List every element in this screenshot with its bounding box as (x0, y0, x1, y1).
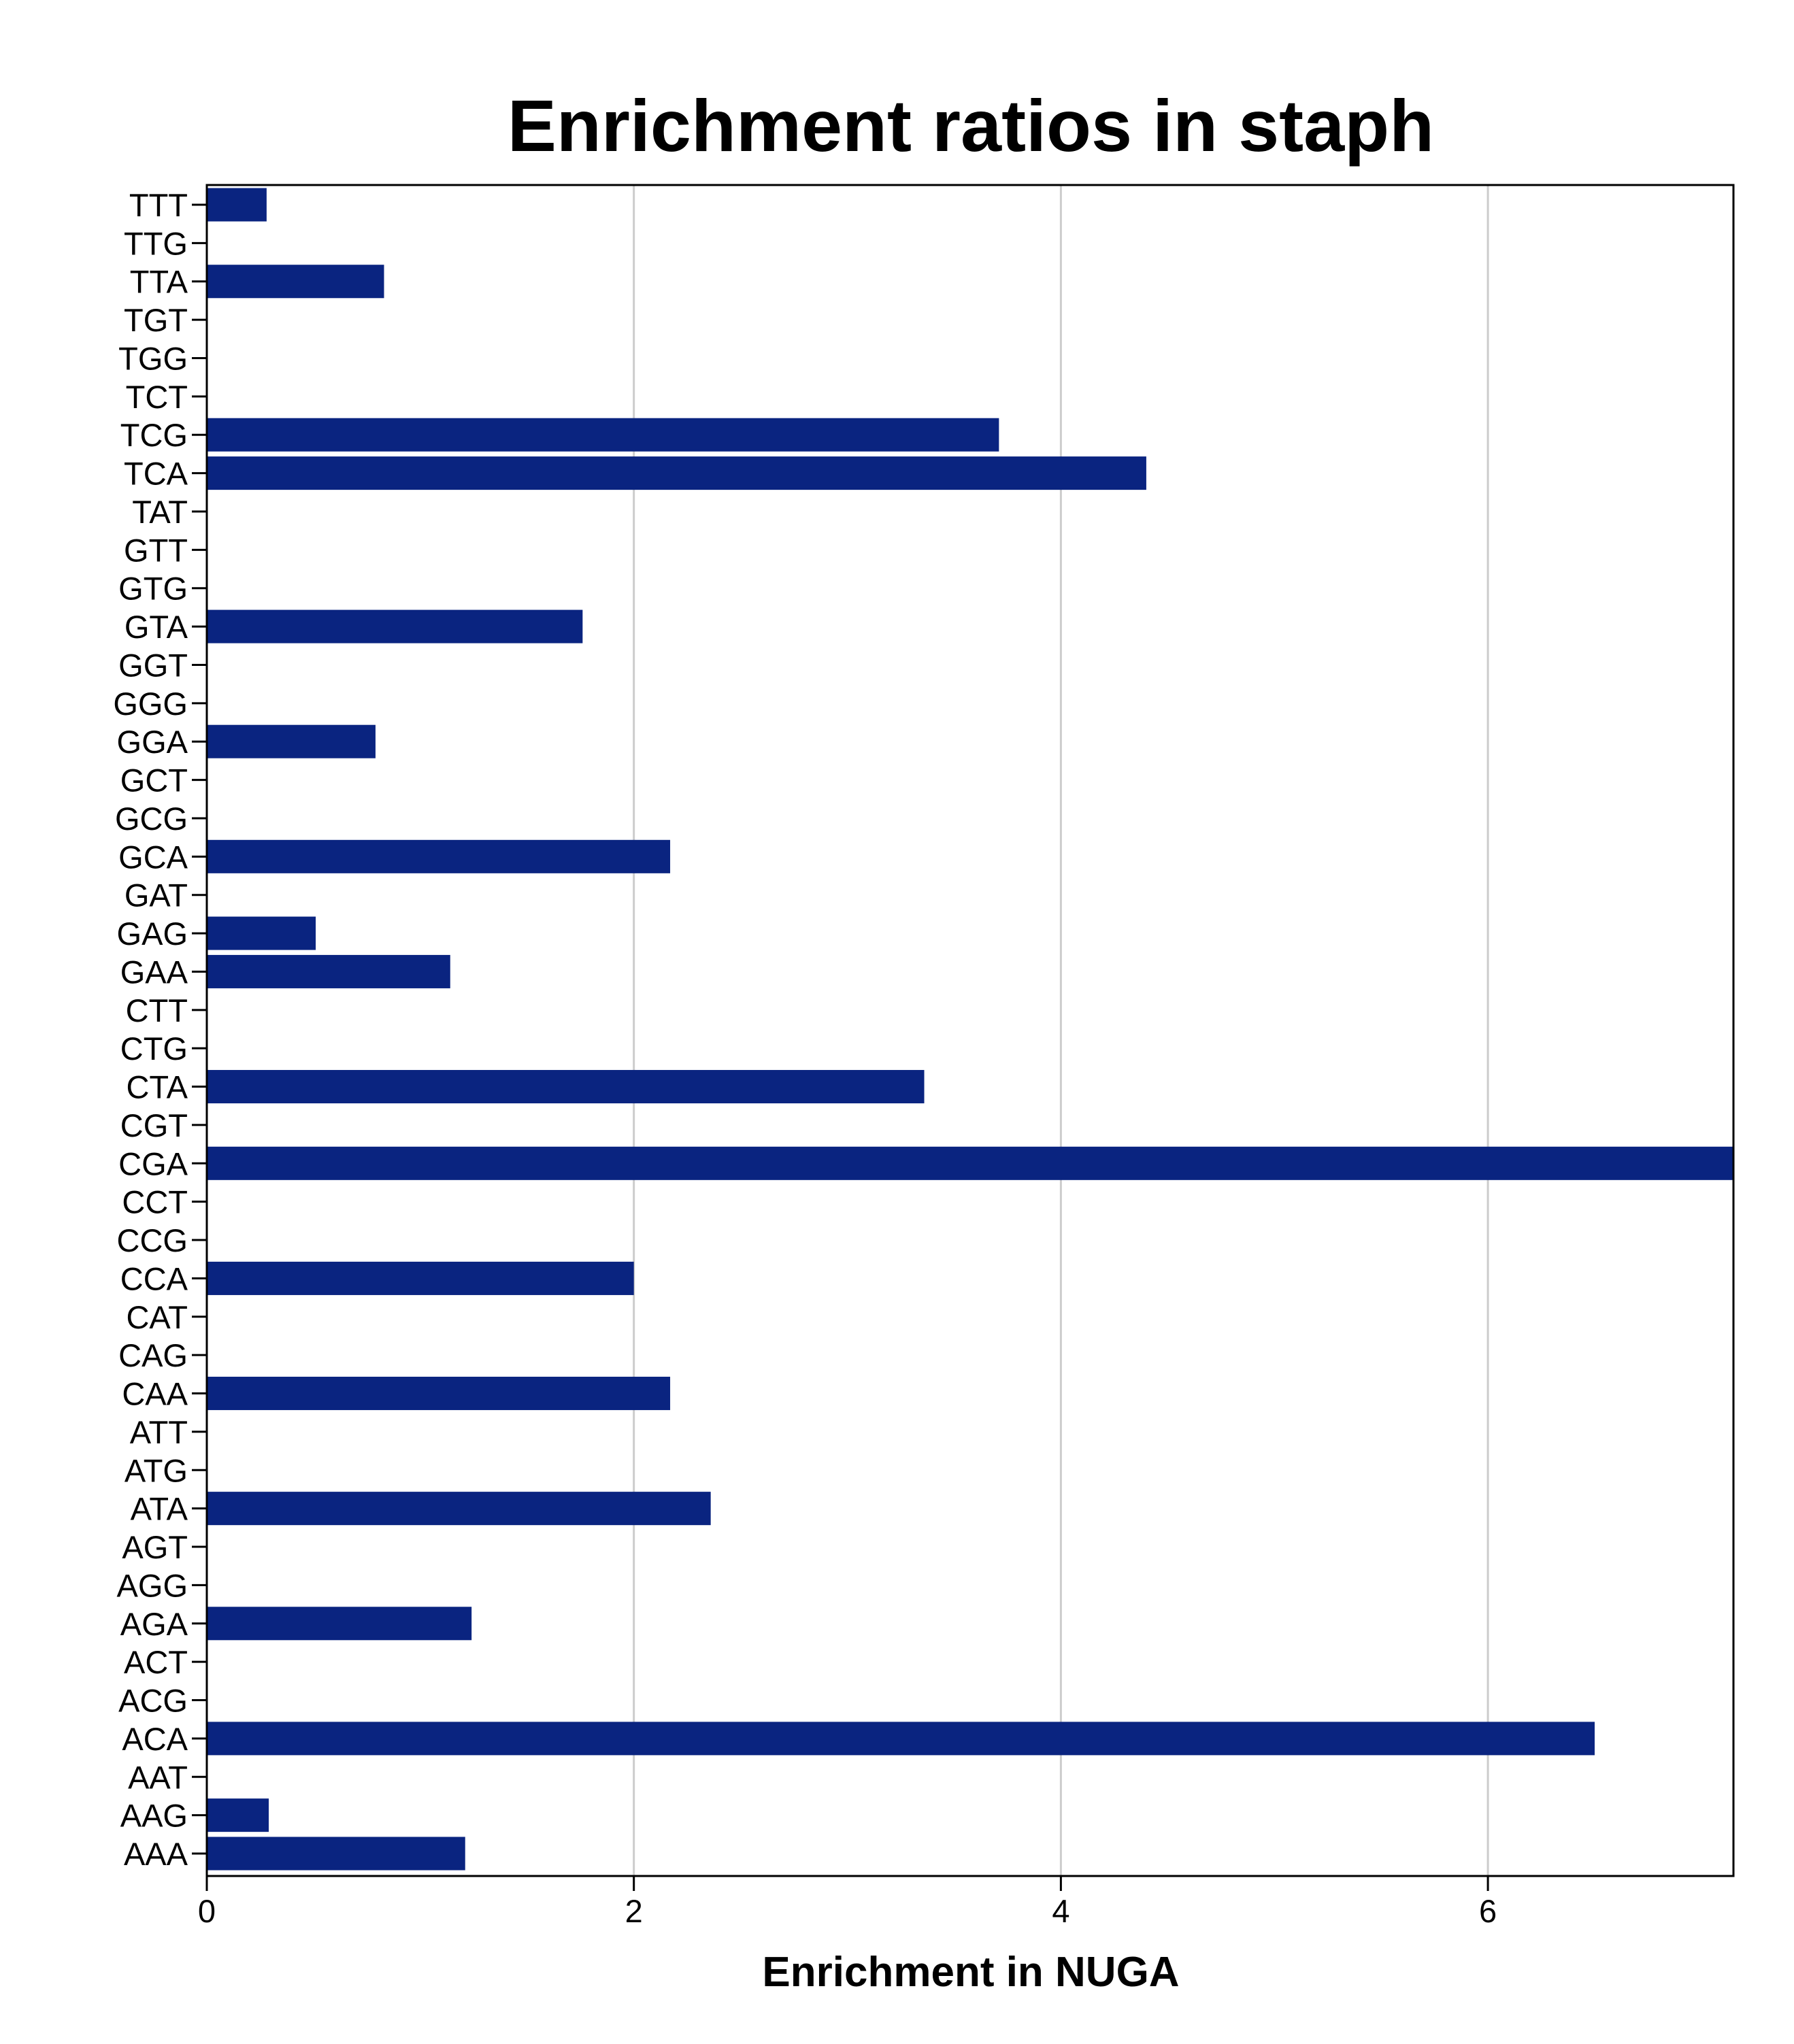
x-axis-ticks: 0 2 4 6 (198, 1876, 1497, 1929)
y-tick-label: GCT (120, 763, 188, 799)
y-tick-label: GAT (124, 877, 188, 914)
bar-GAA (207, 954, 450, 988)
y-tick-label: TCA (124, 456, 188, 492)
y-tick-label: GAA (120, 954, 188, 990)
x-tick-label: 4 (1052, 1893, 1069, 1929)
chart-title: Enrichment ratios in staph (508, 84, 1434, 167)
y-tick-label: GTT (124, 532, 188, 568)
y-tick-label: GAG (117, 916, 188, 952)
y-tick-label: CCT (122, 1184, 188, 1220)
y-tick-label: ACA (122, 1721, 188, 1757)
bar-GGA (207, 724, 376, 758)
x-axis-label: Enrichment in NUGA (762, 1949, 1179, 1996)
y-tick-label: AGA (120, 1606, 188, 1642)
bar-AGA (207, 1607, 472, 1641)
y-tick-label: GCA (118, 839, 188, 875)
y-tick-label: AAG (120, 1798, 188, 1834)
bar-CAA (207, 1377, 671, 1411)
y-tick-label: ATT (130, 1414, 188, 1450)
y-tick-label: AGT (122, 1529, 188, 1565)
bar-ATA (207, 1492, 711, 1526)
bar-GTA (207, 609, 583, 643)
y-tick-label: AAA (124, 1836, 188, 1872)
y-tick-label: AAT (128, 1759, 188, 1795)
y-tick-label: CGT (120, 1107, 188, 1143)
bar-TCA (207, 456, 1146, 490)
y-tick-label: ACT (124, 1644, 188, 1680)
y-tick-label: GTG (118, 571, 188, 607)
y-tick-label: CAA (122, 1376, 188, 1412)
bar-CTA (207, 1070, 925, 1104)
y-tick-label: TCT (126, 379, 188, 415)
y-tick-label: TTA (130, 264, 188, 300)
bar-TCG (207, 418, 999, 452)
bar-GAG (207, 916, 316, 950)
y-tick-label: CTT (126, 992, 188, 1028)
y-tick-label: CTA (126, 1069, 188, 1105)
y-tick-label: GGA (117, 724, 188, 760)
y-tick-label: TTT (129, 187, 188, 223)
y-tick-label: CAT (126, 1299, 188, 1335)
y-tick-label: CCA (120, 1260, 188, 1296)
y-tick-label: CTG (120, 1031, 188, 1067)
y-tick-label: CGA (118, 1145, 188, 1182)
y-tick-label: CCG (117, 1222, 188, 1258)
y-tick-label: GGG (113, 686, 188, 722)
bar-AAA (207, 1837, 465, 1871)
y-tick-label: TAT (132, 494, 188, 530)
y-tick-label: CAG (118, 1337, 188, 1373)
bar-ACA (207, 1722, 1595, 1756)
y-tick-label: AGG (117, 1567, 188, 1603)
bar-TTT (207, 188, 267, 222)
bar-CCA (207, 1261, 634, 1295)
y-tick-label: TCG (120, 417, 188, 453)
y-tick-label: ACG (118, 1683, 188, 1719)
y-axis-ticks: TTTTTGTTATGTTGGTCTTCGTCATATGTTGTGGTAGGTG… (113, 187, 207, 1872)
bar-TTA (207, 265, 384, 299)
y-tick-label: GGT (118, 647, 188, 683)
x-tick-label: 6 (1479, 1893, 1497, 1929)
y-tick-label: ATG (124, 1452, 188, 1488)
bars (207, 188, 1733, 1871)
bar-CGA (207, 1146, 1733, 1180)
plot-frame (205, 184, 1735, 1877)
bar-GCA (207, 839, 671, 873)
y-tick-label: ATA (131, 1491, 188, 1527)
y-tick-label: TGT (124, 302, 188, 338)
x-tick-label: 2 (625, 1893, 643, 1929)
bar-AAG (207, 1798, 269, 1832)
y-tick-label: TTG (124, 225, 188, 261)
y-tick-label: TGG (118, 340, 188, 376)
y-tick-label: GTA (124, 609, 188, 645)
y-tick-label: GCG (115, 801, 188, 837)
x-tick-label: 0 (198, 1893, 216, 1929)
